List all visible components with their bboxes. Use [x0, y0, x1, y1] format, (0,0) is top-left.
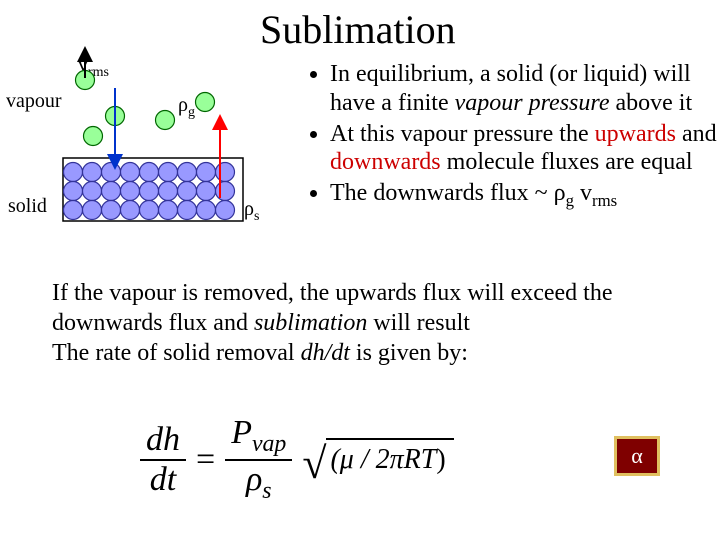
p1-b: will result: [367, 310, 470, 336]
label-solid: solid: [8, 195, 47, 218]
bullet-2: At this vapour pressure the upwards and …: [330, 120, 718, 178]
p2-em: dh/dt: [301, 340, 350, 366]
b3-rms: rms: [592, 191, 617, 210]
eq-lhs-num: dh: [140, 421, 186, 459]
alpha-badge: α: [614, 436, 660, 476]
b3-sp: v: [574, 180, 592, 206]
b1-b: above it: [609, 90, 692, 116]
alpha-symbol: α: [631, 443, 643, 469]
body-paragraphs: If the vapour is removed, the upwards fl…: [52, 278, 672, 368]
b2-mid: and: [676, 121, 717, 147]
eq-rho-sub: s: [262, 477, 271, 503]
b3-a: The downwards flux ~ ρ: [330, 180, 566, 206]
eq-sqrt-c: ): [436, 444, 445, 475]
b3-g: g: [566, 191, 574, 210]
bullet-list: In equilibrium, a solid (or liquid) will…: [308, 60, 718, 213]
sqrt-sign-icon: √: [302, 442, 326, 486]
eq-lhs-den: dt: [144, 461, 182, 499]
diagram-svg: [55, 58, 265, 238]
sublimation-diagram: [55, 58, 265, 238]
eq-equals: =: [196, 441, 215, 479]
p2-a: The rate of solid removal: [52, 340, 301, 366]
eq-sqrt-body: (μ / 2πRT): [326, 438, 453, 482]
body-p1: If the vapour is removed, the upwards fl…: [52, 278, 672, 338]
p1-em: sublimation: [254, 310, 367, 336]
b2-a: At this vapour pressure the: [330, 121, 595, 147]
eq-pvap-sub: vap: [252, 431, 286, 457]
eq-rho: ρ: [246, 461, 262, 498]
eq-sqrt-b: RT: [404, 444, 437, 475]
eq-rhs-num: Pvap: [225, 414, 292, 459]
b1-em: vapour pressure: [455, 90, 610, 116]
bullet-1: In equilibrium, a solid (or liquid) will…: [330, 60, 718, 118]
p2-b: is given by:: [350, 340, 468, 366]
eq-rhs-den: ρs: [240, 461, 278, 506]
eq-sqrt: √ (μ / 2πRT): [302, 438, 453, 482]
bullet-3: The downwards flux ~ ρg vrms: [330, 179, 718, 211]
b2-downwards: downwards: [330, 149, 441, 175]
eq-lhs-frac: dh dt: [140, 421, 186, 499]
eq-sqrt-a: (μ / 2π: [330, 444, 403, 475]
b2-upwards: upwards: [595, 121, 676, 147]
b2-b: molecule fluxes are equal: [441, 149, 693, 175]
page-title: Sublimation: [260, 6, 456, 53]
eq-rhs-frac: Pvap ρs: [225, 414, 292, 505]
body-p2: The rate of solid removal dh/dt is given…: [52, 338, 672, 368]
eq-pvap-p: P: [231, 414, 252, 451]
label-vapour: vapour: [6, 90, 62, 113]
equation: dh dt = Pvap ρs √ (μ / 2πRT): [140, 414, 454, 505]
